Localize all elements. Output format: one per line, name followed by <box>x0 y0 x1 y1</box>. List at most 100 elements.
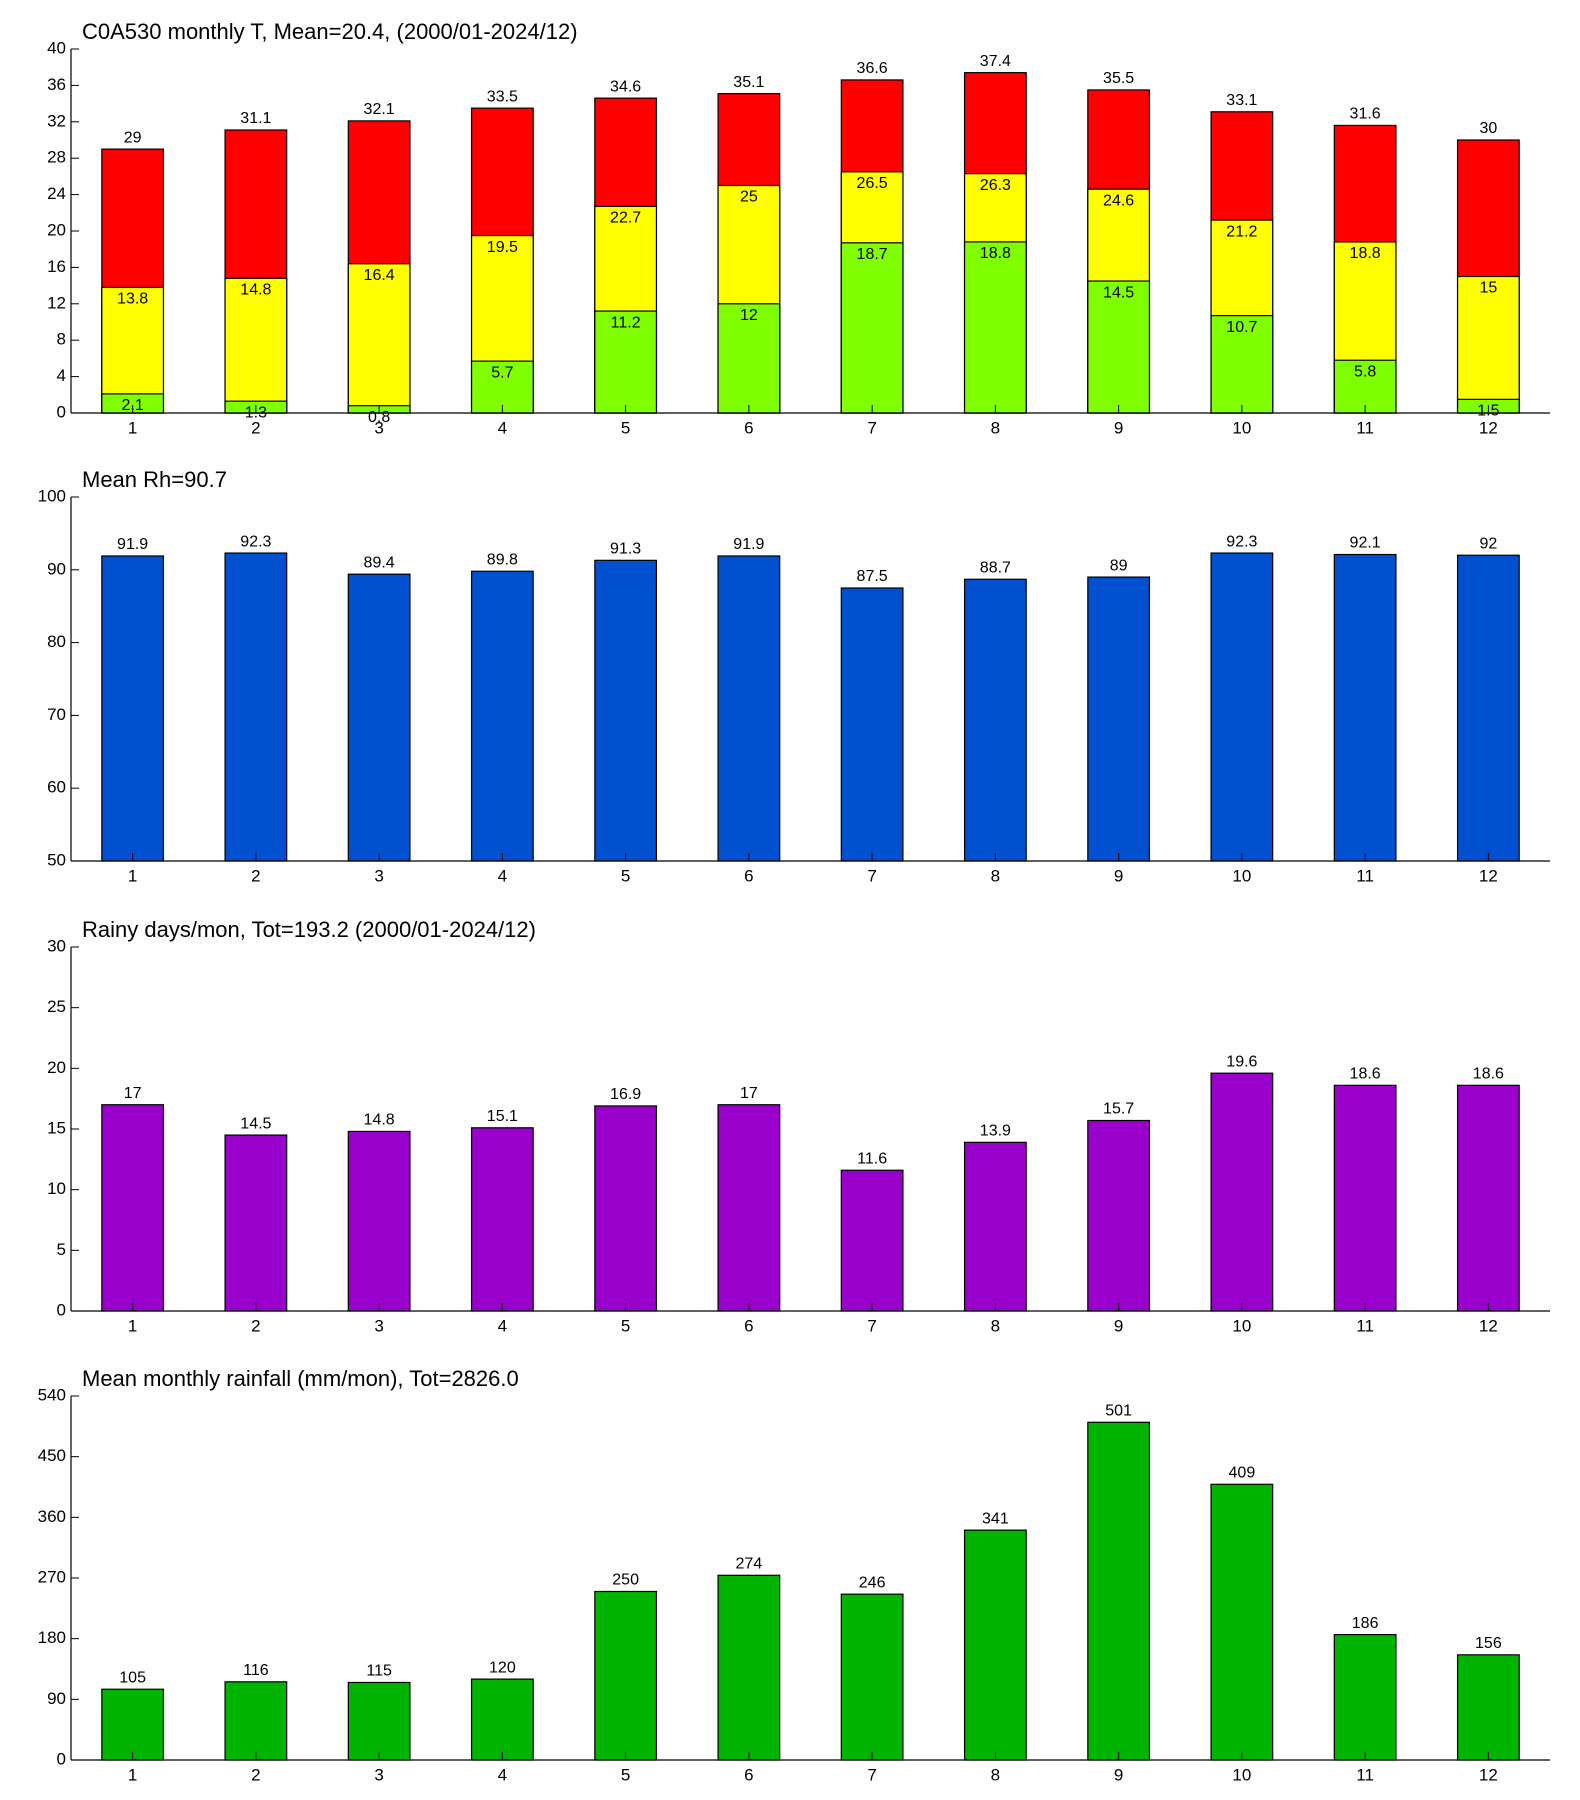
value-label: 115 <box>366 1663 392 1680</box>
x-tick-label: 8 <box>991 1765 1000 1784</box>
y-tick-label: 360 <box>38 1507 66 1526</box>
value-label: 37.4 <box>980 53 1011 70</box>
bar <box>840 242 904 414</box>
value-label: 25 <box>740 189 758 206</box>
bar <box>101 1688 165 1761</box>
value-label: 13.9 <box>980 1123 1011 1140</box>
bar <box>101 1104 165 1312</box>
bar <box>1333 1084 1397 1312</box>
x-tick-label: 9 <box>1114 1316 1123 1335</box>
y-tick-label: 28 <box>47 148 66 167</box>
y-tick-label: 0 <box>57 1749 66 1768</box>
x-tick-label: 9 <box>1114 866 1123 885</box>
chart-title: Mean Rh=90.7 <box>82 467 227 492</box>
bar <box>470 1678 534 1761</box>
value-label: 5.7 <box>491 364 513 381</box>
y-tick-label: 0 <box>57 1300 66 1319</box>
x-tick-label: 7 <box>867 1316 876 1335</box>
y-tick-label: 540 <box>38 1385 66 1404</box>
bar <box>594 1105 658 1312</box>
value-label: 29 <box>124 129 142 146</box>
y-tick-label: 25 <box>47 997 66 1016</box>
value-label: 36.6 <box>857 60 888 77</box>
value-label: 341 <box>982 1510 1009 1527</box>
x-tick-label: 9 <box>1114 418 1123 437</box>
value-label: 12 <box>740 307 758 324</box>
bar <box>840 1593 904 1761</box>
value-label: 91.3 <box>610 541 641 558</box>
y-tick-label: 24 <box>47 184 66 203</box>
value-label: 26.3 <box>980 177 1011 194</box>
y-tick-label: 270 <box>38 1567 66 1586</box>
x-tick-label: 6 <box>744 1765 753 1784</box>
x-tick-label: 9 <box>1114 1765 1123 1784</box>
bar <box>347 573 411 862</box>
x-tick-label: 10 <box>1232 1316 1251 1335</box>
y-tick-label: 80 <box>47 632 66 651</box>
x-tick-label: 11 <box>1356 418 1374 437</box>
x-tick-label: 2 <box>251 418 260 437</box>
bar <box>1087 576 1151 862</box>
value-label: 15.7 <box>1103 1101 1134 1118</box>
value-label: 11.2 <box>611 314 641 331</box>
y-tick-label: 90 <box>47 1689 66 1708</box>
x-tick-label: 12 <box>1479 418 1498 437</box>
value-label: 21.2 <box>1226 223 1257 240</box>
x-tick-label: 12 <box>1479 1316 1498 1335</box>
value-label: 33.5 <box>487 88 518 105</box>
y-tick-label: 16 <box>47 257 66 276</box>
value-label: 501 <box>1105 1403 1132 1420</box>
x-tick-label: 1 <box>128 866 137 885</box>
y-tick-label: 180 <box>38 1628 66 1647</box>
bar <box>101 555 165 862</box>
x-tick-label: 2 <box>251 866 260 885</box>
x-tick-label: 2 <box>251 1765 260 1784</box>
x-tick-label: 1 <box>128 418 137 437</box>
value-label: 116 <box>243 1662 269 1679</box>
x-tick-label: 4 <box>498 1765 507 1784</box>
value-label: 88.7 <box>980 559 1011 576</box>
value-label: 17 <box>124 1085 142 1102</box>
value-label: 24.6 <box>1103 192 1134 209</box>
value-label: 16.4 <box>364 267 395 284</box>
x-tick-label: 11 <box>1356 1765 1374 1784</box>
bar <box>1456 554 1520 862</box>
value-label: 31.6 <box>1350 106 1381 123</box>
bar <box>224 552 288 862</box>
value-label: 14.8 <box>364 1112 395 1129</box>
y-tick-label: 32 <box>47 111 66 130</box>
value-label: 13.8 <box>117 291 148 308</box>
bar <box>470 360 534 414</box>
value-label: 15.1 <box>487 1108 518 1125</box>
bar <box>1087 1421 1151 1761</box>
y-tick-label: 12 <box>47 293 66 312</box>
value-label: 92.1 <box>1350 535 1381 552</box>
bar <box>1210 1072 1274 1312</box>
bar <box>963 241 1027 414</box>
y-tick-label: 0 <box>57 402 66 421</box>
x-tick-label: 5 <box>621 418 630 437</box>
x-tick-label: 1 <box>128 1765 137 1784</box>
value-label: 30 <box>1479 120 1497 137</box>
bar <box>840 587 904 862</box>
bar <box>594 1590 658 1761</box>
value-label: 105 <box>119 1669 146 1686</box>
x-tick-label: 8 <box>991 418 1000 437</box>
bar <box>1210 552 1274 862</box>
value-label: 35.5 <box>1103 70 1134 87</box>
value-label: 5.8 <box>1354 363 1376 380</box>
bar <box>594 559 658 862</box>
value-label: 22.7 <box>610 210 641 227</box>
x-tick-label: 4 <box>498 866 507 885</box>
chart-title: Rainy days/mon, Tot=193.2 (2000/01-2024/… <box>82 917 536 942</box>
value-label: 35.1 <box>733 74 764 91</box>
bar <box>840 1169 904 1312</box>
bar <box>1456 1654 1520 1761</box>
y-tick-label: 40 <box>47 38 66 57</box>
value-label: 18.6 <box>1350 1066 1381 1083</box>
x-tick-label: 11 <box>1356 1316 1374 1335</box>
bar <box>717 1104 781 1312</box>
chart-title: Mean monthly rainfall (mm/mon), Tot=2826… <box>82 1366 519 1391</box>
value-label: 409 <box>1229 1465 1256 1482</box>
value-label: 89.8 <box>487 551 518 568</box>
